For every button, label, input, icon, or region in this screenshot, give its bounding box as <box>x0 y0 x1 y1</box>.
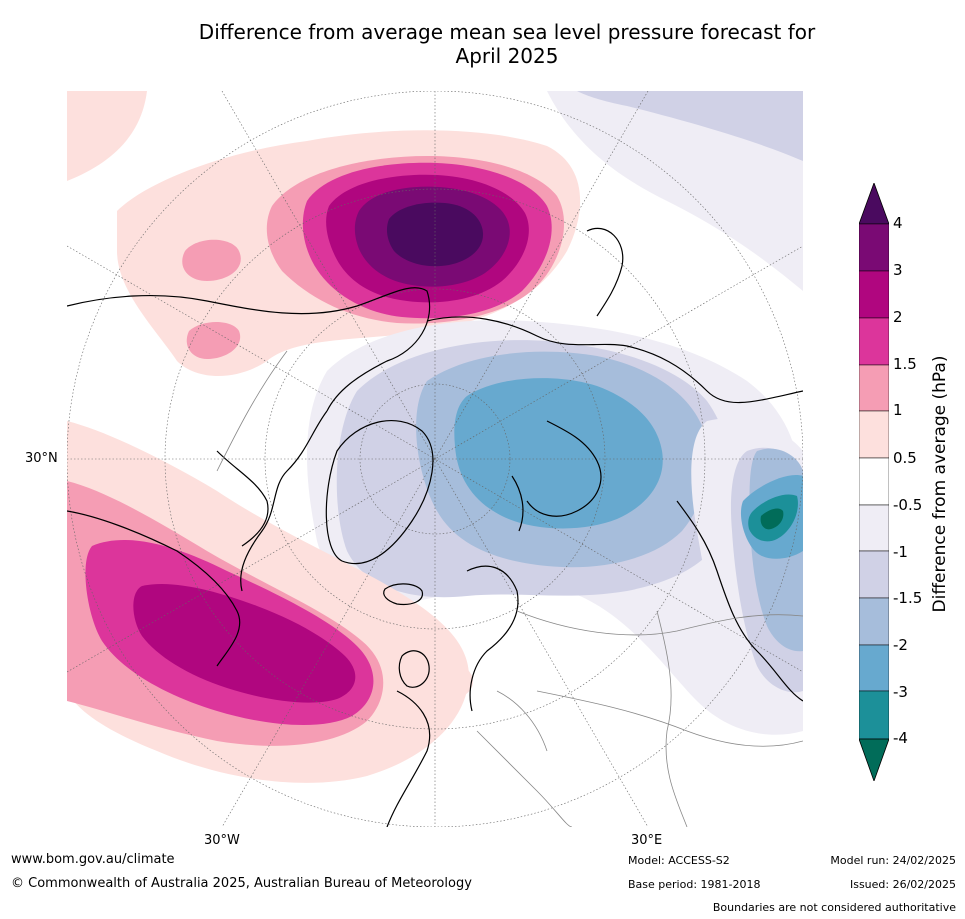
label-30w: 30°W <box>204 833 240 848</box>
footer-issued: Issued: 26/02/2025 <box>849 878 956 891</box>
coast-east-asia <box>676 500 803 702</box>
colorbar <box>859 183 889 781</box>
colorbar-band-neg1.5-neg2 <box>859 597 889 646</box>
coast-hudson <box>216 450 269 547</box>
coastlines <box>67 227 803 827</box>
footer-copyright: © Commonwealth of Australia 2025, Austra… <box>11 876 472 891</box>
coast-east-na <box>67 510 241 667</box>
anomaly-top-right-neg15 <box>577 91 803 161</box>
footer-model-run: Model run: 24/02/2025 <box>830 854 956 867</box>
footer-base-period: Base period: 1981-2018 <box>628 878 761 891</box>
anomaly-pacific-pos1-small2 <box>186 322 241 359</box>
colorbar-band-neg1-neg1.5 <box>859 550 889 599</box>
chart-title: Difference from average mean sea level p… <box>0 20 965 68</box>
border-europe-1 <box>476 730 573 827</box>
border-canada-us <box>216 350 288 472</box>
colorbar-title: Difference from average (hPa) <box>930 355 950 613</box>
coast-iceland <box>383 583 423 606</box>
label-30e: 30°E <box>631 833 663 848</box>
cb-tick-neg3: -3 <box>893 683 908 701</box>
lat-circle-60 <box>264 288 606 630</box>
coast-taymyr <box>526 420 602 517</box>
colorbar-band-neg0.5-neg1 <box>859 504 889 552</box>
colorbar-band-1.5-2 <box>859 317 889 366</box>
cb-tick-0.5: 0.5 <box>893 449 917 467</box>
coast-greenland <box>325 420 434 565</box>
border-russia <box>516 610 803 636</box>
cb-tick-3: 3 <box>893 261 903 279</box>
coast-north-america-arctic <box>240 410 328 592</box>
map-svg <box>67 91 803 827</box>
title-line-1: Difference from average mean sea level p… <box>198 20 816 44</box>
cb-tick-1.5: 1.5 <box>893 355 917 373</box>
colorbar-band-2-3 <box>859 270 889 319</box>
label-30n: 30°N <box>25 451 58 466</box>
border-china <box>656 610 688 827</box>
anomaly-asia-neg4 <box>760 508 784 530</box>
colorbar-band-neg2-neg3 <box>859 644 889 692</box>
coast-novaya-zemlya <box>511 475 524 532</box>
coast-alaska <box>67 287 431 412</box>
border-europe-2 <box>496 690 548 752</box>
colorbar-band-neutral <box>859 457 889 506</box>
lat-circle-75 <box>359 383 511 535</box>
cb-tick-neg2: -2 <box>893 636 908 654</box>
colorbar-band-1-1.5 <box>859 364 889 412</box>
anomaly-pacific-pos4 <box>386 202 484 267</box>
anomaly-top-left-pos05 <box>67 91 147 181</box>
footer-website[interactable]: www.bom.gov.au/climate <box>11 852 175 867</box>
colorbar-arrow-top <box>859 183 889 225</box>
anomaly-top-right-neg1 <box>547 91 803 291</box>
country-borders <box>216 350 803 827</box>
cb-tick-1: 1 <box>893 401 903 419</box>
anomaly-pacific-pos1-small <box>182 239 241 281</box>
border-central-asia <box>536 690 803 747</box>
graticule <box>67 91 803 827</box>
colorbar-band-0.5-1 <box>859 410 889 459</box>
coast-uk <box>398 650 430 688</box>
coast-scandinavia <box>466 565 519 712</box>
anomaly-arctic-neg2 <box>454 378 663 529</box>
colorbar-band-neg3-neg4 <box>859 690 889 740</box>
cb-tick-neg4: -4 <box>893 729 908 747</box>
cb-tick-neg1: -1 <box>893 543 908 561</box>
cb-tick-neg0.5: -0.5 <box>893 496 923 514</box>
polar-map <box>67 91 803 827</box>
colorbar-arrow-bottom <box>859 738 889 781</box>
anomaly-atlantic-pos2 <box>133 583 356 703</box>
coast-europe <box>386 690 431 827</box>
cb-tick-2: 2 <box>893 308 903 326</box>
title-line-2: April 2025 <box>455 44 559 68</box>
footer-model: Model: ACCESS-S2 <box>628 854 730 867</box>
coast-siberia <box>426 316 803 404</box>
cb-tick-4: 4 <box>893 214 903 232</box>
coast-kamchatka <box>586 227 624 317</box>
cb-tick-neg1.5: -1.5 <box>893 589 923 607</box>
colorbar-band-3-4 <box>859 223 889 272</box>
footer-disclaimer: Boundaries are not considered authoritat… <box>712 901 956 914</box>
